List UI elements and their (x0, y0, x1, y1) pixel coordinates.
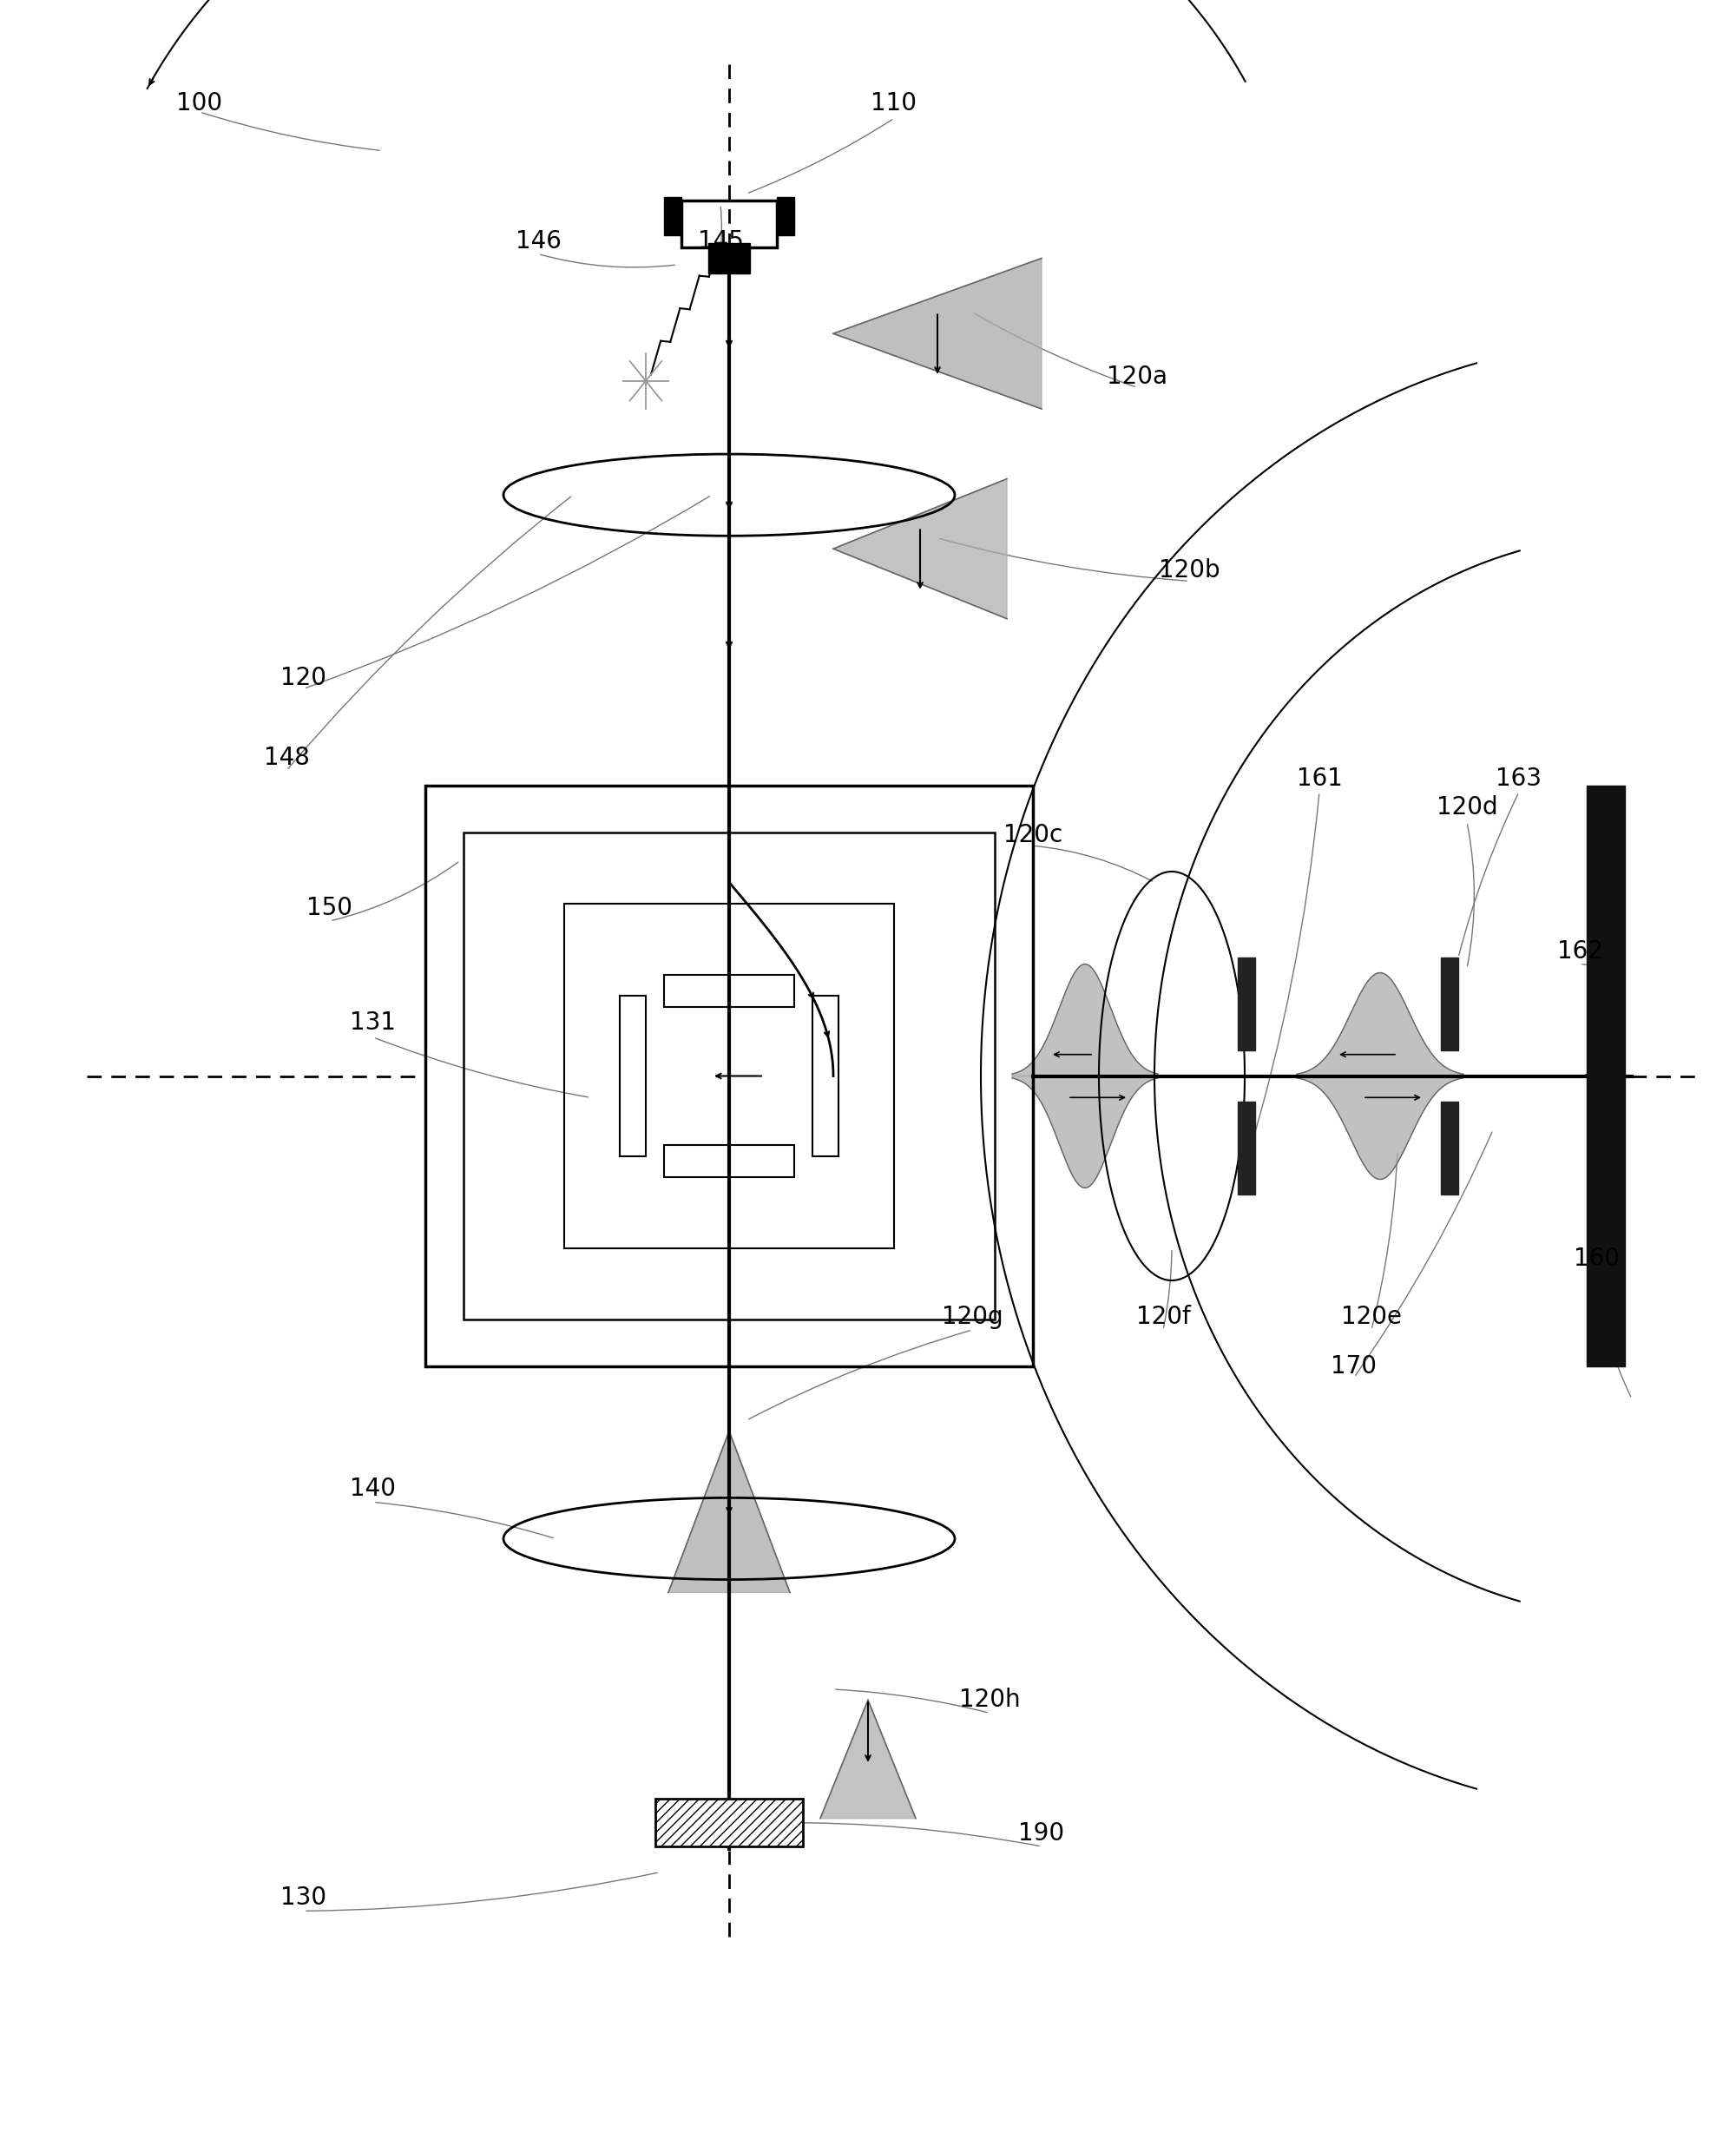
Bar (663, 975, 795, 1007)
Text: 120f: 120f (1135, 1304, 1191, 1330)
Text: 170: 170 (1332, 1354, 1377, 1379)
Text: 148: 148 (264, 745, 309, 770)
Text: 130: 130 (281, 1885, 326, 1911)
Text: 161: 161 (1297, 766, 1342, 792)
Bar (1441, 958, 1458, 1050)
Text: 140: 140 (351, 1476, 396, 1502)
Text: 131: 131 (351, 1009, 396, 1035)
Bar (663, 198, 681, 237)
Bar (656, 1799, 802, 1846)
Text: 190: 190 (1019, 1821, 1064, 1846)
Bar (812, 994, 838, 1158)
Text: 162: 162 (1557, 938, 1602, 964)
Bar (564, 904, 894, 1248)
Bar (464, 833, 995, 1319)
Text: 120b: 120b (1158, 557, 1220, 583)
Bar (425, 785, 1033, 1367)
Polygon shape (833, 480, 1007, 620)
Text: 160: 160 (1575, 1246, 1620, 1272)
Polygon shape (833, 258, 1042, 409)
Bar (620, 994, 646, 1158)
Text: 163: 163 (1496, 766, 1542, 792)
Text: 120g: 120g (941, 1304, 1003, 1330)
Bar (1587, 785, 1625, 1367)
Text: 110: 110 (871, 90, 917, 116)
Bar (681, 200, 776, 247)
Bar (778, 198, 795, 237)
Polygon shape (668, 1431, 790, 1592)
Polygon shape (1297, 973, 1463, 1076)
Text: 120c: 120c (1003, 822, 1062, 848)
Polygon shape (821, 1700, 917, 1818)
Text: 150: 150 (307, 895, 352, 921)
Polygon shape (1297, 1076, 1463, 1179)
Text: 120e: 120e (1340, 1304, 1403, 1330)
Polygon shape (1012, 964, 1158, 1076)
Text: 120d: 120d (1436, 794, 1498, 820)
Bar (1238, 958, 1255, 1050)
Bar (708, 243, 750, 273)
Text: 120a: 120a (1108, 364, 1167, 390)
Bar (663, 1145, 795, 1177)
Text: 100: 100 (177, 90, 222, 116)
Bar (1441, 1102, 1458, 1194)
Text: 120h: 120h (958, 1687, 1021, 1713)
Text: 146: 146 (516, 228, 561, 254)
Text: 145: 145 (698, 228, 743, 254)
Text: 120: 120 (281, 665, 326, 691)
Polygon shape (1012, 1076, 1158, 1188)
Bar (1238, 1102, 1255, 1194)
